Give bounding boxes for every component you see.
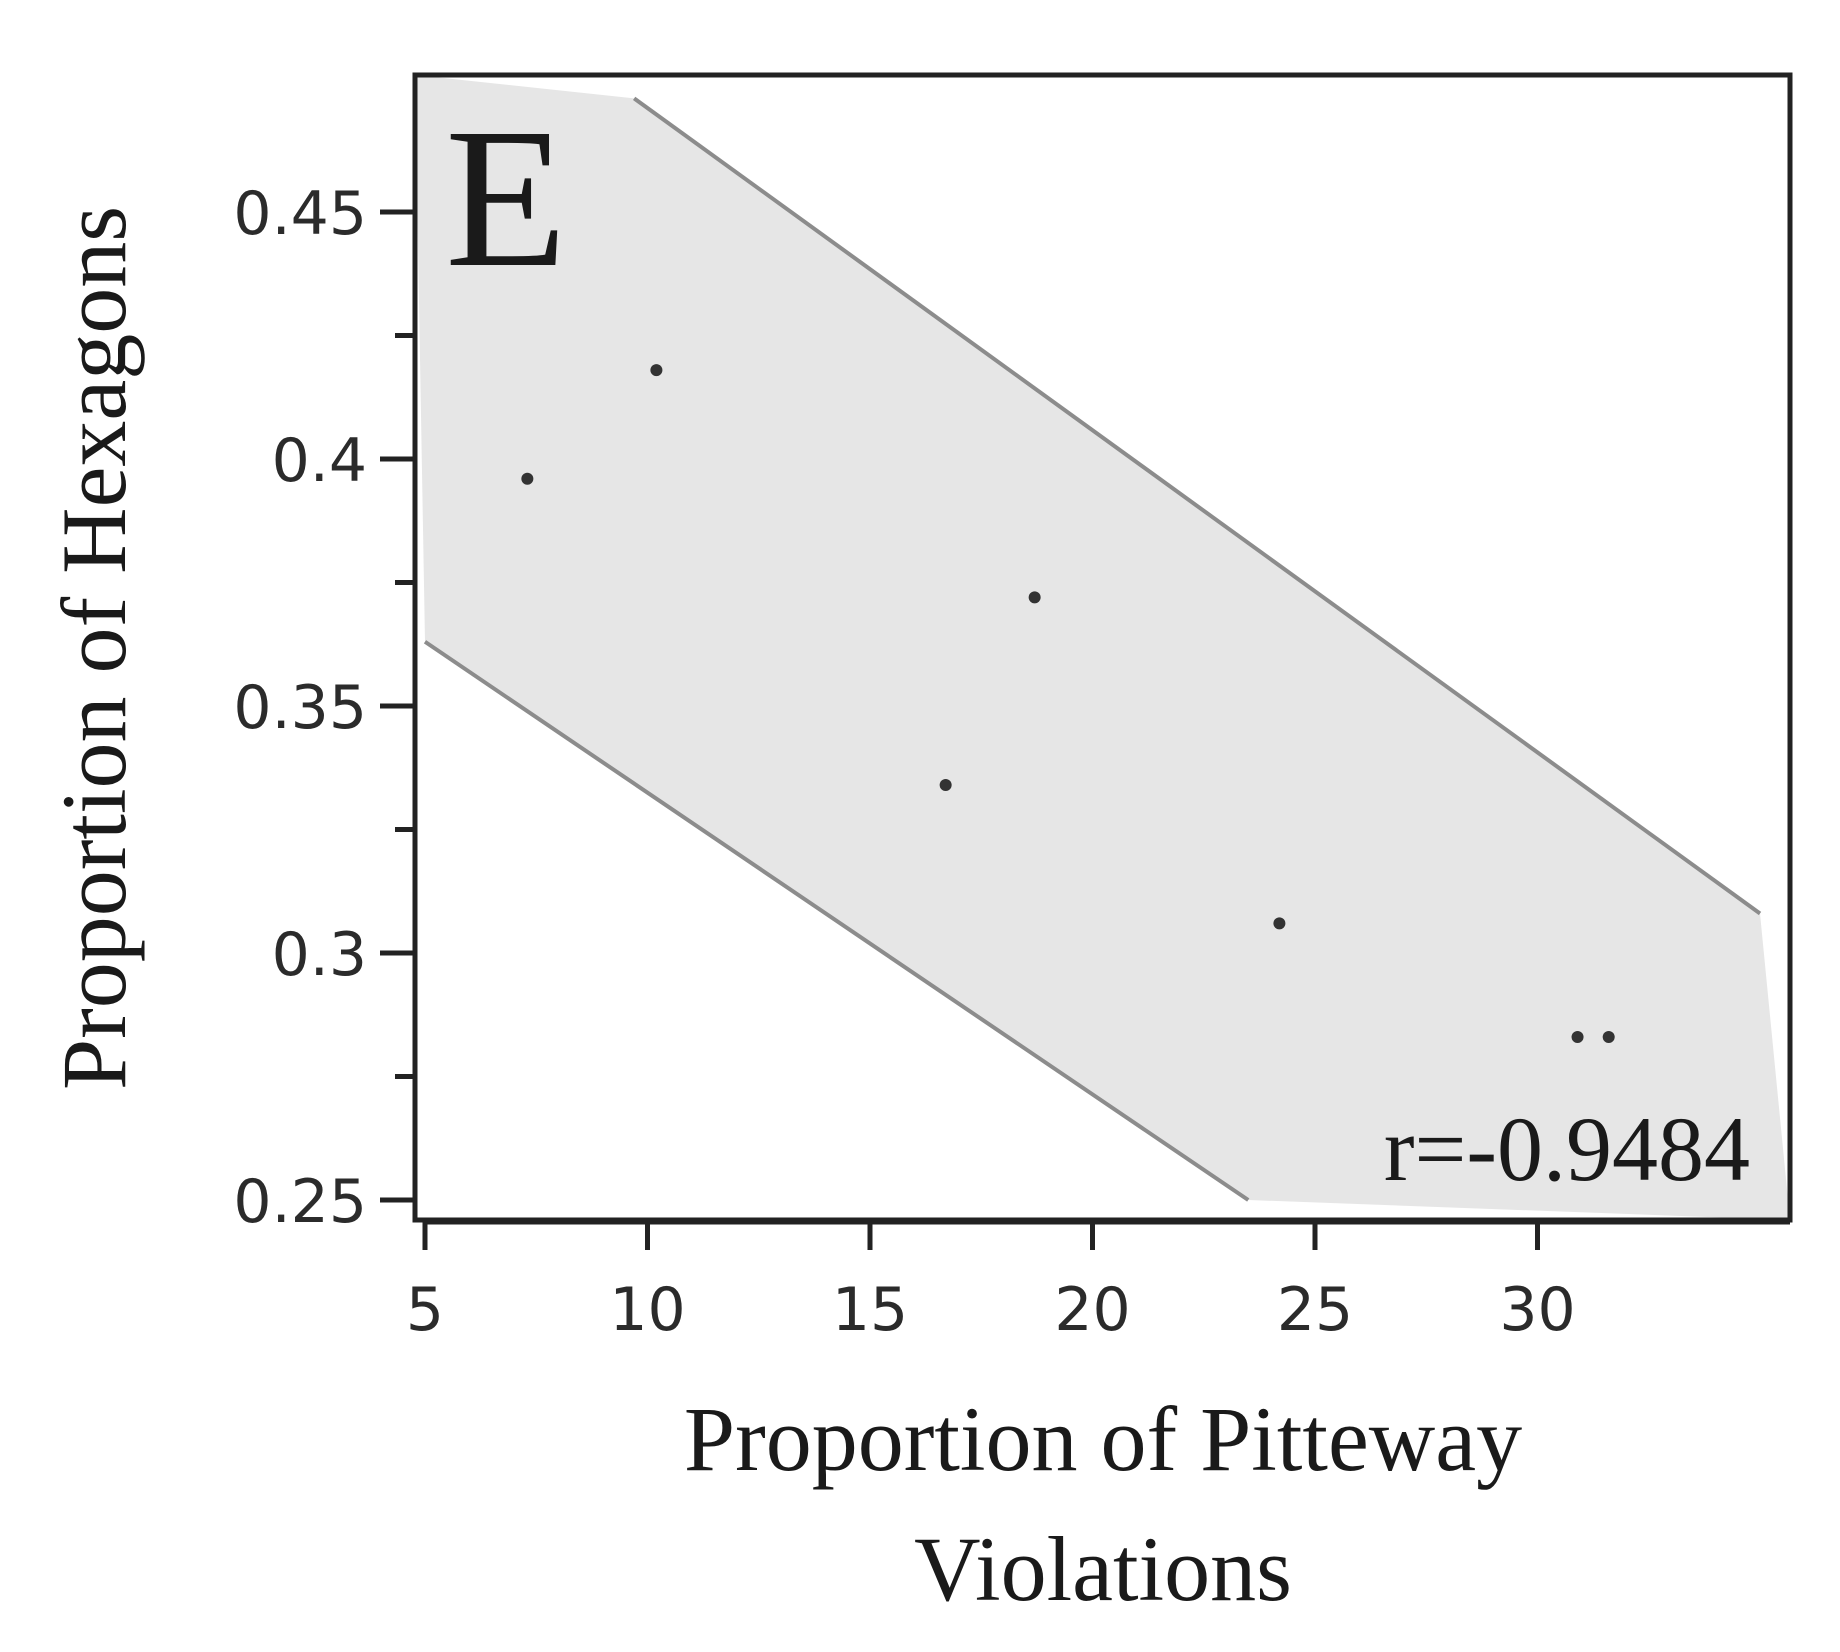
confidence-band [415,75,1790,1220]
y-tick-label: 0.4 [272,426,367,496]
data-points [521,364,1615,1043]
panel-label: E [445,88,567,309]
confidence-band-upper-edge [632,96,1762,916]
y-axis: 0.25 0.3 0.35 0.4 0.45 [233,179,415,1237]
y-tick-label: 0.45 [233,179,367,249]
data-point [1571,1030,1584,1043]
x-tick-label: 20 [1054,1275,1130,1345]
x-tick-label: 5 [406,1275,444,1345]
data-point [1028,591,1041,604]
x-tick-label: 25 [1277,1275,1353,1345]
data-point [1273,917,1286,930]
y-tick-label: 0.35 [233,673,367,743]
x-axis: 5 10 15 20 25 30 [406,1219,1790,1345]
correlation-annotation: r=-0.9484 [1384,1098,1750,1200]
confidence-band-lower-edge [423,640,1250,1202]
y-tick-label: 0.3 [272,920,367,990]
x-axis-title-line-2: Violations [914,1518,1292,1620]
y-tick-label: 0.25 [233,1167,367,1237]
y-axis-title: Proportion of Hexagons [43,206,145,1090]
data-point [939,779,952,792]
x-axis-title-line-1: Proportion of Pitteway [684,1388,1522,1490]
x-tick-label: 30 [1499,1275,1575,1345]
x-tick-label: 15 [832,1275,908,1345]
x-tick-label: 10 [609,1275,685,1345]
data-point [1602,1030,1615,1043]
data-point [650,364,663,377]
data-point [521,472,534,485]
